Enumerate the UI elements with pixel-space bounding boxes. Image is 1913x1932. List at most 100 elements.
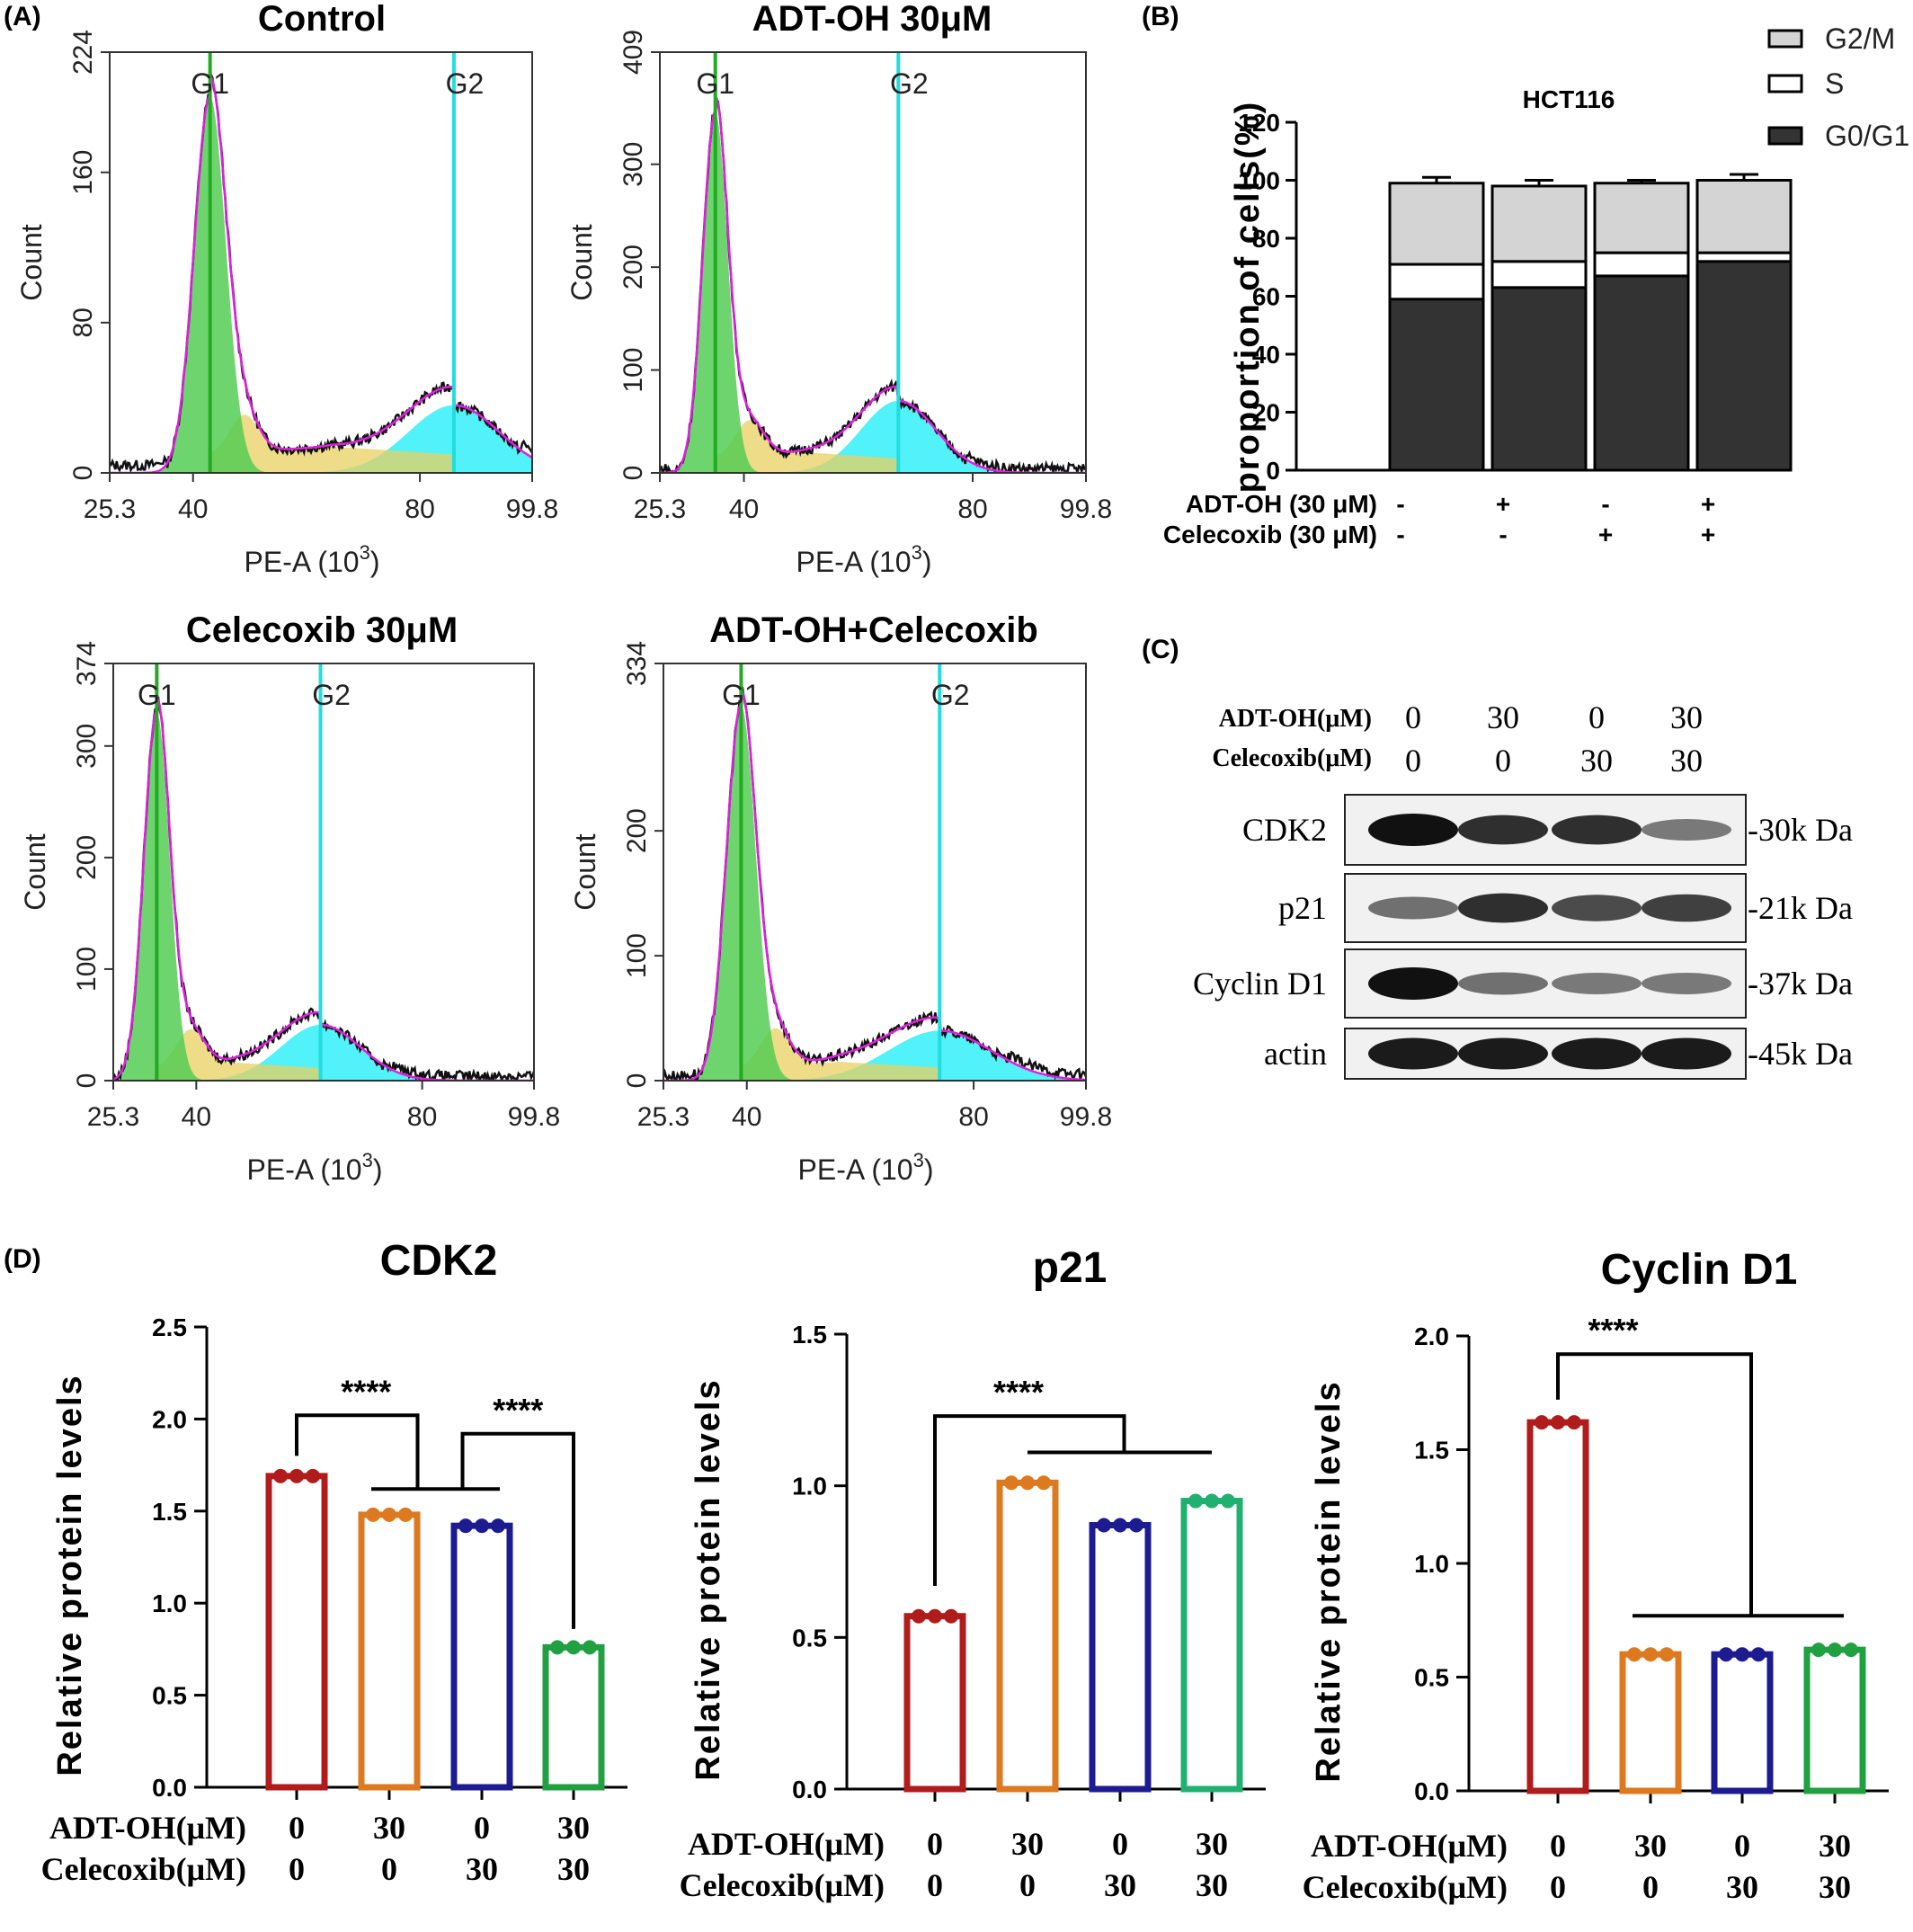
g2-peak-area <box>113 1025 534 1081</box>
celecoxib-dose-value: 0 <box>1019 1867 1036 1903</box>
y-axis-label: Count <box>569 833 601 911</box>
adt-dose-value: 0 <box>927 1826 943 1862</box>
bar <box>358 1511 421 1791</box>
g1-label: G1 <box>722 679 761 711</box>
x-axis-close: ) <box>370 546 380 578</box>
blot-protein-name: actin <box>1264 1036 1327 1072</box>
g1-peak-area <box>110 97 532 473</box>
protein-band <box>1642 973 1731 994</box>
western-blot: ADT-OH(μM) Celecoxib(μM) 0 30 0 30 0 0 30 30 CDK2 -… <box>1193 699 1853 1080</box>
y-tick-label: 1.0 <box>152 1589 187 1617</box>
dose-row-label-celecoxib: Celecoxib(μM) <box>41 1851 246 1887</box>
x-tick-label: 80 <box>405 494 434 524</box>
bar-segment-g2m <box>1593 182 1690 254</box>
y-tick-label: 0.5 <box>792 1624 827 1652</box>
fit-line <box>663 690 1086 1081</box>
y-axis-label: Relative protein levels <box>51 1374 89 1776</box>
bar <box>1180 1498 1243 1793</box>
y-axis-label: Count <box>15 224 48 301</box>
blot-celecoxib-dose: 0 <box>1495 743 1511 779</box>
treatment-row-label: Celecoxib (30 μM) <box>1163 521 1377 548</box>
dose-row-label-adt: ADT-OH(μM) <box>49 1810 246 1846</box>
y-tick-label: 0.5 <box>152 1682 187 1710</box>
bar-chart-cdk2: 0.0 0.5 1.0 1.5 2.0 2.5 CDK2 Relative protein l… <box>41 1237 627 1887</box>
blot-adt-dose: 30 <box>1487 699 1519 735</box>
dose-row-label-adt: ADT-OH(μM) <box>1311 1828 1508 1864</box>
x-axis-exponent: 3 <box>913 1149 924 1171</box>
celecoxib-dose-value: 30 <box>466 1851 498 1887</box>
treatment-sign: - <box>1601 490 1609 518</box>
bar <box>450 1522 513 1791</box>
y-tick-label: 100 <box>72 947 102 992</box>
bar-segment-g2m <box>1490 184 1588 263</box>
fit-line <box>110 73 532 473</box>
blot-row-cdk2: CDK2 -30k Da <box>1242 794 1853 866</box>
protein-band <box>1642 1037 1731 1070</box>
bar <box>1803 1646 1866 1794</box>
significance-stars: **** <box>493 1392 543 1429</box>
y-tick-label: 200 <box>622 808 652 853</box>
y-tick-label: 20 <box>1252 399 1280 427</box>
y-tick-label: 2.0 <box>152 1405 187 1433</box>
y-axis-label: Count <box>565 224 598 301</box>
blot-header-adt: ADT-OH(μM) <box>1219 705 1372 733</box>
legend-label: G2/M <box>1825 22 1895 55</box>
histogram-title: Control <box>258 0 386 39</box>
y-axis-label: Relative protein levels <box>1310 1380 1348 1782</box>
histogram-title: ADT-OH+Celecoxib <box>709 610 1038 650</box>
histogram-plot-area <box>660 97 1086 473</box>
protein-band <box>1458 815 1548 845</box>
bar <box>996 1479 1059 1793</box>
bar <box>1089 1522 1152 1793</box>
adt-dose-value: 30 <box>1634 1828 1667 1864</box>
x-axis-label: PE-A (103) <box>245 541 380 578</box>
protein-band <box>1368 814 1458 846</box>
protein-band <box>1552 1037 1642 1070</box>
blot-celecoxib-dose: 0 <box>1405 743 1421 779</box>
blot-protein-name: p21 <box>1278 890 1327 926</box>
significance-stars: **** <box>341 1373 391 1410</box>
g2-peak-area <box>660 400 1086 473</box>
y-tick-label: 40 <box>1252 341 1280 369</box>
g1-peak-area <box>663 706 1086 1081</box>
celecoxib-dose-value: 0 <box>1550 1869 1566 1905</box>
y-tick-label: 1.5 <box>1414 1437 1449 1465</box>
y-tick-label: 200 <box>618 245 648 289</box>
blot-adt-dose: 0 <box>1588 699 1605 735</box>
significance-bracket <box>933 1414 1126 1586</box>
bar-segment-g0g1 <box>1490 286 1588 472</box>
g1-label: G1 <box>191 67 229 100</box>
adt-dose-value: 30 <box>1011 1826 1044 1862</box>
y-axis-label: proportion of cells(%) <box>1229 101 1267 494</box>
bar-segment-g2m <box>1695 179 1793 254</box>
g1-label: G1 <box>696 67 734 100</box>
bar <box>542 1643 605 1791</box>
blot-row-cyclin-d1: Cyclin D1 -37k Da <box>1193 948 1853 1019</box>
plot-frame <box>659 51 1087 474</box>
x-tick-label: 80 <box>407 1102 437 1132</box>
significance-bracket <box>295 1413 420 1490</box>
treatment-sign: + <box>1701 521 1715 548</box>
adt-dose-value: 30 <box>373 1810 405 1846</box>
celecoxib-dose-value: 30 <box>557 1851 590 1887</box>
histogram-celecoxib: G1 G2 0 100 200 300 374 25.3 40 80 99.8 Count PE-A (… <box>19 610 560 1186</box>
y-axis-label: Relative protein levels <box>690 1378 727 1780</box>
histogram-adt-oh: G1 G2 0 100 200 300 409 25.3 40 80 99.8 Count PE-A (… <box>565 0 1112 578</box>
histogram-title: ADT-OH 30μM <box>752 0 992 39</box>
significance-stars: **** <box>993 1374 1044 1411</box>
treatment-sign: - <box>1499 521 1507 548</box>
adt-dose-value: 0 <box>1112 1826 1128 1862</box>
y-tick-label: 1.5 <box>792 1321 827 1349</box>
histogram-plot-area <box>113 696 534 1081</box>
blot-adt-dose: 30 <box>1670 699 1703 735</box>
celecoxib-dose-value: 0 <box>927 1867 943 1903</box>
legend-swatch <box>1767 126 1803 146</box>
g1-label: G1 <box>138 679 176 711</box>
x-tick-label: 40 <box>732 1102 761 1132</box>
y-tick-label: 0 <box>1266 457 1280 485</box>
blot-celecoxib-dose: 30 <box>1670 743 1703 779</box>
plot-frame <box>112 663 535 1082</box>
dose-row-label-celecoxib: Celecoxib(μM) <box>680 1867 885 1903</box>
g2-label: G2 <box>446 67 485 100</box>
